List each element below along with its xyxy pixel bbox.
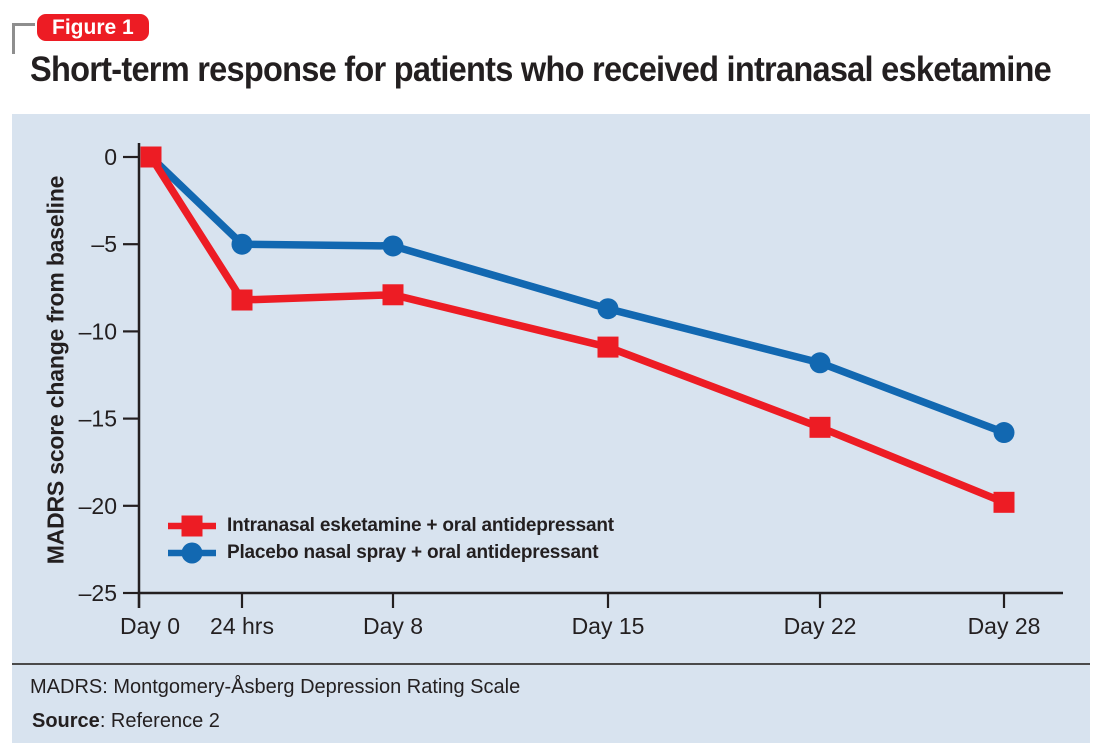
figure-title: Short-term response for patients who rec…: [30, 50, 1052, 89]
chart-legend: Intranasal esketamine + oral antidepress…: [168, 512, 614, 566]
data-point-circle: [809, 352, 831, 374]
y-tick-label: –10: [79, 318, 117, 344]
data-point-square: [597, 336, 619, 358]
legend-item-esketamine: Intranasal esketamine + oral antidepress…: [168, 512, 614, 539]
x-tick-label: Day 15: [572, 613, 645, 639]
data-point-square: [231, 289, 253, 311]
legend-square: [181, 515, 203, 536]
data-point-square: [809, 416, 831, 438]
legend-circle: [181, 542, 203, 563]
legend-marker-placebo-icon: [168, 541, 216, 565]
y-tick-label: 0: [104, 144, 117, 170]
corner-bracket: [12, 23, 41, 54]
x-tick-label: 24 hrs: [210, 613, 274, 639]
data-point-circle: [231, 233, 253, 255]
data-point-square: [993, 491, 1015, 513]
x-tick-label: Day 8: [363, 613, 423, 639]
source-text: : Reference 2: [99, 710, 220, 732]
y-tick-label: –15: [79, 406, 117, 432]
data-point-circle: [993, 422, 1015, 444]
data-point-circle: [597, 298, 619, 320]
series-line-1: [148, 154, 1006, 437]
data-point-circle: [382, 235, 404, 257]
y-tick-label: –25: [79, 580, 117, 606]
data-point-square: [382, 284, 404, 306]
source-label: Source: [32, 710, 100, 732]
chart-panel: 0 –5 –10 –15 –20 –25 Day 0 24 hrs Day 8 Day 15 Day…: [12, 114, 1090, 743]
x-tick-label: Day 0: [120, 613, 180, 639]
y-tick-label: –20: [79, 493, 117, 519]
legend-item-placebo: Placebo nasal spray + oral antidepressan…: [168, 539, 614, 566]
figure-badge: Figure 1: [35, 12, 151, 43]
series-line-0: [147, 154, 1006, 506]
footer-divider: [12, 663, 1090, 665]
y-axis-title: MADRS score change from baseline: [42, 175, 69, 565]
source-note: Source: Reference 2: [32, 710, 220, 733]
legend-label-placebo: Placebo nasal spray + oral antidepressan…: [227, 541, 599, 563]
x-tick-label: Day 28: [968, 613, 1041, 639]
figure-badge-label: Figure 1: [52, 15, 134, 39]
x-tick-label: Day 22: [784, 613, 857, 639]
data-point-square: [140, 146, 162, 168]
legend-marker-esketamine-icon: [168, 514, 216, 538]
legend-label-esketamine: Intranasal esketamine + oral antidepress…: [227, 514, 614, 536]
abbreviation-note: MADRS: Montgomery-Åsberg Depression Rati…: [30, 676, 521, 698]
y-tick-label: –5: [91, 231, 117, 257]
